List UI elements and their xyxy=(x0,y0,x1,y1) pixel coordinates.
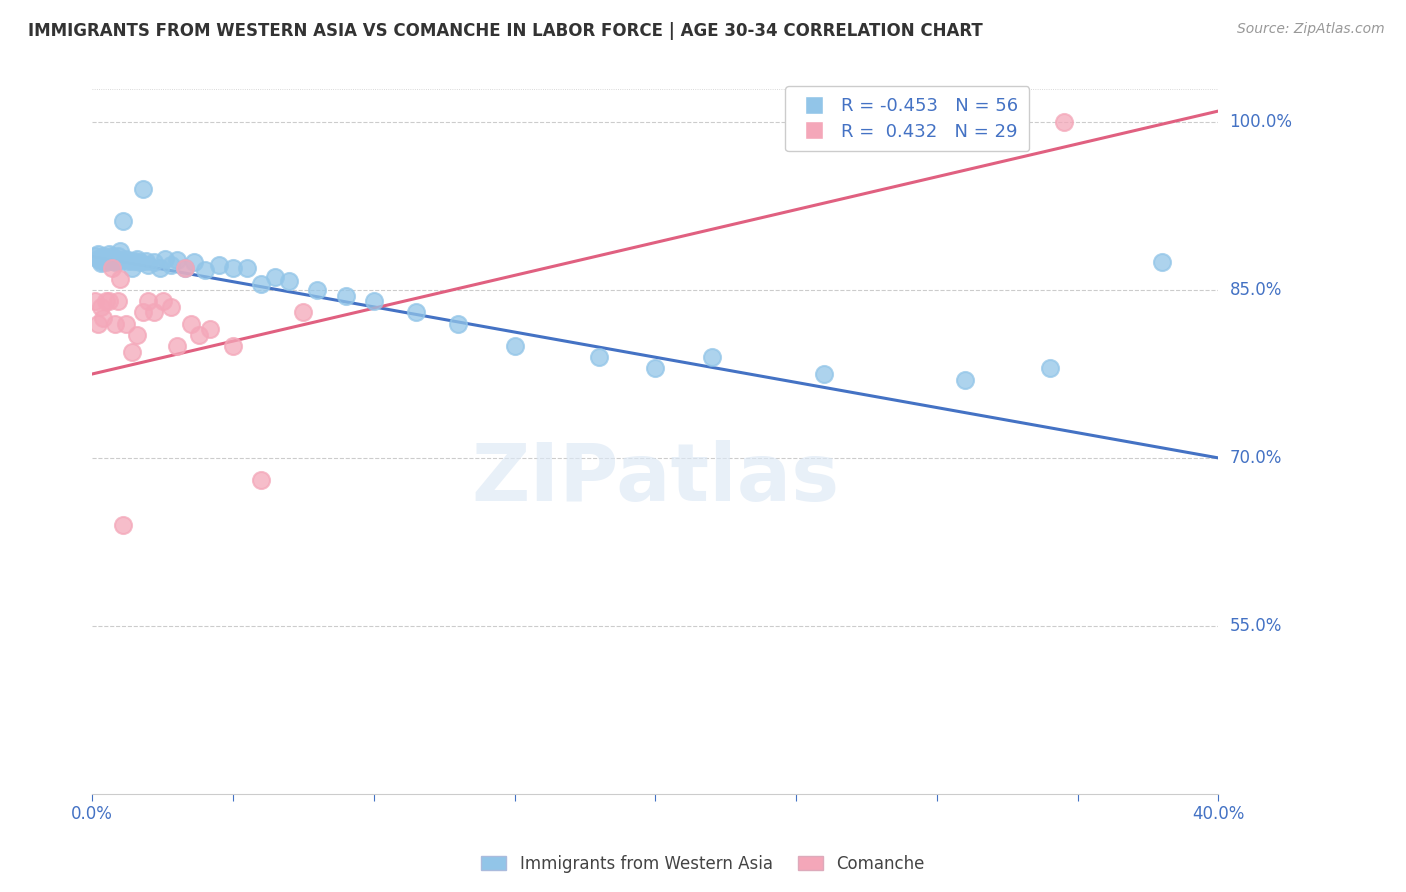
Point xyxy=(118,254,141,268)
Point xyxy=(588,350,610,364)
Point xyxy=(87,247,110,261)
Point xyxy=(1152,255,1174,269)
Point xyxy=(110,254,132,268)
Point xyxy=(115,252,138,266)
Point xyxy=(135,254,157,268)
Point xyxy=(93,311,115,326)
Point xyxy=(96,294,118,309)
Point xyxy=(183,255,205,269)
Point xyxy=(112,213,135,227)
Text: Source: ZipAtlas.com: Source: ZipAtlas.com xyxy=(1237,22,1385,37)
Point xyxy=(953,373,976,387)
Point xyxy=(644,361,666,376)
Point xyxy=(101,260,124,275)
Point xyxy=(264,269,287,284)
Legend: Immigrants from Western Asia, Comanche: Immigrants from Western Asia, Comanche xyxy=(475,848,931,880)
Text: 70.0%: 70.0% xyxy=(1230,449,1282,467)
Point xyxy=(155,252,177,266)
Text: ZIPatlas: ZIPatlas xyxy=(471,440,839,517)
Text: 100.0%: 100.0% xyxy=(1230,113,1292,131)
Point xyxy=(1052,115,1074,129)
Point xyxy=(981,115,1004,129)
Point xyxy=(98,247,121,261)
Point xyxy=(166,252,188,267)
Point xyxy=(98,294,121,309)
Point xyxy=(104,255,127,269)
Legend: R = -0.453   N = 56, R =  0.432   N = 29: R = -0.453 N = 56, R = 0.432 N = 29 xyxy=(786,87,1029,152)
Point xyxy=(405,305,427,319)
Point xyxy=(700,350,723,364)
Point xyxy=(93,250,115,264)
Point xyxy=(813,367,835,381)
Point xyxy=(84,250,107,264)
Point xyxy=(112,518,135,533)
Point xyxy=(166,339,188,353)
Point xyxy=(180,317,202,331)
Point xyxy=(107,294,129,309)
Point xyxy=(104,317,127,331)
Point xyxy=(222,339,245,353)
Point xyxy=(101,250,124,264)
Point xyxy=(138,259,160,273)
Point xyxy=(127,327,149,342)
Point xyxy=(174,260,197,275)
Point xyxy=(121,260,143,275)
Point xyxy=(188,327,211,342)
Point xyxy=(143,305,166,319)
Point xyxy=(132,305,155,319)
Point xyxy=(107,250,129,264)
Point xyxy=(307,283,329,297)
Point xyxy=(110,272,132,286)
Point xyxy=(1038,361,1060,376)
Point xyxy=(194,263,217,277)
Point xyxy=(132,182,155,196)
Point xyxy=(222,260,245,275)
Point xyxy=(96,251,118,265)
Point xyxy=(138,294,160,309)
Point xyxy=(93,252,115,267)
Point xyxy=(124,254,146,268)
Point xyxy=(129,255,152,269)
Point xyxy=(104,252,127,266)
Point xyxy=(98,252,121,266)
Point xyxy=(447,317,470,331)
Point xyxy=(84,294,107,309)
Point xyxy=(90,300,112,314)
Text: 55.0%: 55.0% xyxy=(1230,616,1282,635)
Text: 85.0%: 85.0% xyxy=(1230,281,1282,299)
Point xyxy=(160,259,183,273)
Point xyxy=(110,244,132,258)
Point xyxy=(152,294,174,309)
Point xyxy=(127,252,149,266)
Point xyxy=(236,260,259,275)
Point xyxy=(503,339,526,353)
Point xyxy=(121,344,143,359)
Point xyxy=(101,254,124,268)
Point xyxy=(149,260,172,275)
Point xyxy=(208,259,231,273)
Point xyxy=(278,274,301,288)
Point xyxy=(335,288,357,302)
Point xyxy=(107,252,129,267)
Point xyxy=(363,294,385,309)
Point xyxy=(96,255,118,269)
Point xyxy=(115,317,138,331)
Point xyxy=(143,255,166,269)
Point xyxy=(174,260,197,275)
Point xyxy=(250,473,273,487)
Point xyxy=(160,300,183,314)
Point xyxy=(90,254,112,268)
Text: IMMIGRANTS FROM WESTERN ASIA VS COMANCHE IN LABOR FORCE | AGE 30-34 CORRELATION : IMMIGRANTS FROM WESTERN ASIA VS COMANCHE… xyxy=(28,22,983,40)
Point xyxy=(200,322,222,336)
Point xyxy=(292,305,315,319)
Point xyxy=(87,317,110,331)
Point xyxy=(250,277,273,292)
Point xyxy=(87,252,110,266)
Point xyxy=(90,256,112,270)
